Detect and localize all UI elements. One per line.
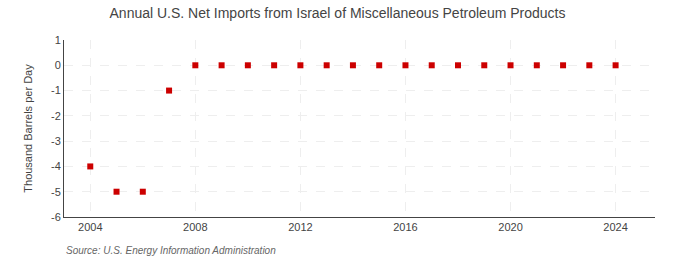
svg-text:2012: 2012	[288, 221, 312, 233]
svg-text:2020: 2020	[498, 221, 522, 233]
svg-text:2016: 2016	[393, 221, 417, 233]
svg-text:-2: -2	[51, 110, 61, 122]
svg-text:Annual U.S. Net Imports from I: Annual U.S. Net Imports from Israel of M…	[110, 5, 566, 21]
svg-text:2004: 2004	[78, 221, 102, 233]
svg-text:-3: -3	[51, 135, 61, 147]
svg-text:-1: -1	[51, 84, 61, 96]
svg-text:1: 1	[55, 34, 61, 46]
svg-text:0: 0	[55, 59, 61, 71]
svg-text:2008: 2008	[183, 221, 207, 233]
svg-text:-6: -6	[51, 211, 61, 223]
svg-text:2024: 2024	[603, 221, 627, 233]
svg-text:-5: -5	[51, 186, 61, 198]
svg-text:-4: -4	[51, 160, 61, 172]
svg-text:Thousand Barrels per Day: Thousand Barrels per Day	[22, 64, 34, 193]
svg-text:Source: U.S. Energy Informatio: Source: U.S. Energy Information Administ…	[66, 245, 276, 256]
